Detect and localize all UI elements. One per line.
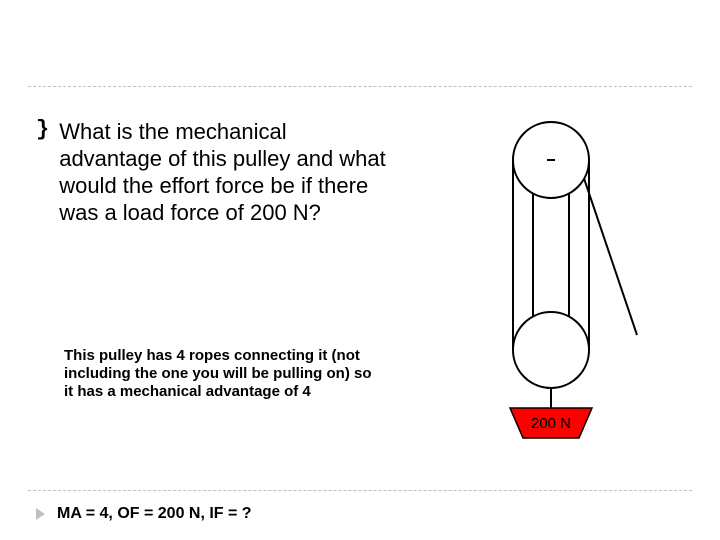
footer-text: MA = 4, OF = 200 N, IF = ? <box>57 505 252 523</box>
question-block: } What is the mechanical advantage of th… <box>36 118 386 226</box>
footer-block: MA = 4, OF = 200 N, IF = ? <box>36 505 252 523</box>
explanation-text: This pulley has 4 ropes connecting it (n… <box>64 347 384 401</box>
slide: } What is the mechanical advantage of th… <box>0 0 720 540</box>
question-text: What is the mechanical advantage of this… <box>59 118 386 226</box>
top-divider <box>28 86 692 87</box>
bullet-glyph: } <box>36 118 49 142</box>
bottom-divider <box>28 490 692 491</box>
pulley-diagram: 200 N <box>475 120 675 460</box>
svg-text:200 N: 200 N <box>531 415 571 432</box>
play-icon <box>36 508 45 520</box>
